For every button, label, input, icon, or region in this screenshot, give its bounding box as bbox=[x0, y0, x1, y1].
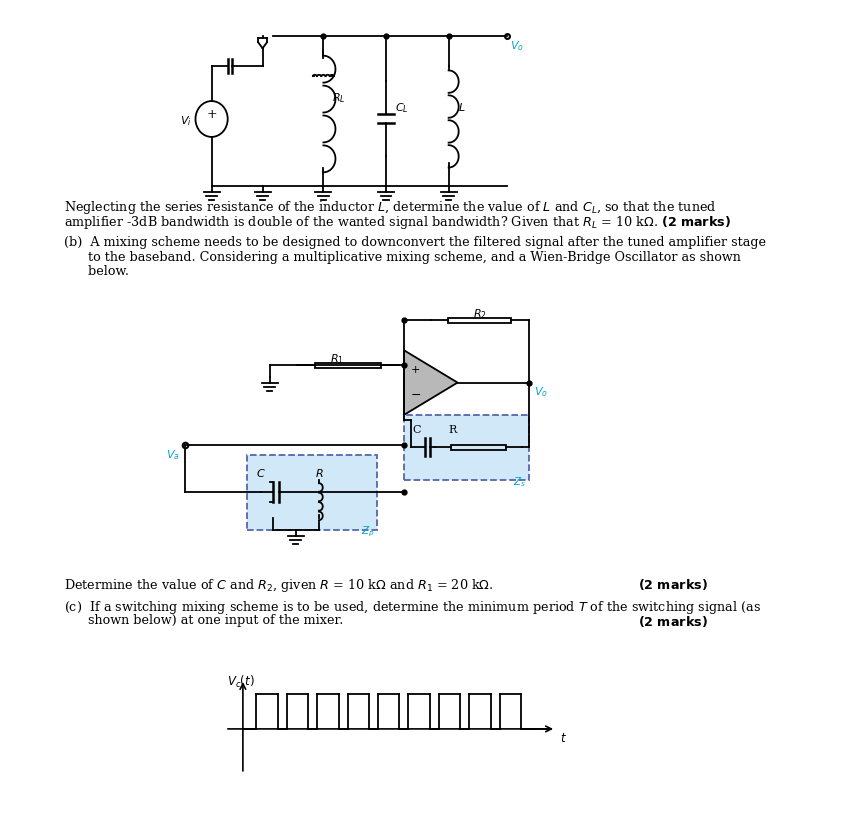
Polygon shape bbox=[404, 350, 457, 415]
Text: shown below) at one input of the mixer.: shown below) at one input of the mixer. bbox=[64, 614, 343, 627]
Text: (b)  A mixing scheme needs to be designed to downconvert the filtered signal aft: (b) A mixing scheme needs to be designed… bbox=[64, 236, 765, 249]
Text: $L$: $L$ bbox=[457, 101, 465, 113]
Text: $\mathbf{(2\ marks)}$: $\mathbf{(2\ marks)}$ bbox=[637, 614, 707, 629]
Text: (c)  If a switching mixing scheme is to be used, determine the minimum period $T: (c) If a switching mixing scheme is to b… bbox=[64, 600, 760, 616]
Text: $R$: $R$ bbox=[315, 467, 324, 479]
Text: $C_L$: $C_L$ bbox=[394, 101, 408, 115]
Text: $C$: $C$ bbox=[256, 467, 266, 479]
Text: to the baseband. Considering a multiplicative mixing scheme, and a Wien-Bridge O: to the baseband. Considering a multiplic… bbox=[64, 250, 740, 263]
Text: $V_o$: $V_o$ bbox=[533, 385, 547, 399]
Text: $Z_p$: $Z_p$ bbox=[361, 524, 375, 539]
Text: $R_2$: $R_2$ bbox=[473, 308, 486, 321]
Text: C: C bbox=[412, 425, 420, 435]
Text: below.: below. bbox=[64, 266, 129, 278]
Text: $V_a$: $V_a$ bbox=[166, 448, 180, 461]
Text: +: + bbox=[411, 365, 420, 375]
Text: $V_c(t)$: $V_c(t)$ bbox=[227, 674, 255, 690]
Bar bbox=[448, 318, 511, 323]
Text: $t$: $t$ bbox=[560, 732, 567, 745]
Text: $\mathbf{(2\ marks)}$: $\mathbf{(2\ marks)}$ bbox=[637, 578, 707, 592]
Text: Neglecting the series resistance of the inductor $L$, determine the value of $L$: Neglecting the series resistance of the … bbox=[64, 199, 715, 216]
Text: R: R bbox=[448, 425, 456, 435]
Text: $V_o$: $V_o$ bbox=[510, 39, 523, 53]
Text: +: + bbox=[206, 107, 217, 120]
Bar bbox=[404, 415, 529, 480]
Text: $V_i$: $V_i$ bbox=[180, 114, 192, 128]
Bar bbox=[450, 445, 505, 450]
Bar bbox=[315, 362, 381, 367]
Text: Determine the value of $C$ and $R_2$, given $R$ = 10 k$\Omega$ and $R_1$ = 20 k$: Determine the value of $C$ and $R_2$, gi… bbox=[64, 578, 493, 595]
Text: −: − bbox=[411, 389, 421, 402]
Text: $R_L$: $R_L$ bbox=[332, 91, 345, 105]
Text: $Z_s$: $Z_s$ bbox=[512, 474, 525, 488]
Text: $R_1$: $R_1$ bbox=[330, 353, 344, 366]
Text: amplifier -3dB bandwidth is double of the wanted signal bandwidth? Given that $R: amplifier -3dB bandwidth is double of th… bbox=[64, 213, 730, 231]
Bar bbox=[247, 455, 376, 529]
